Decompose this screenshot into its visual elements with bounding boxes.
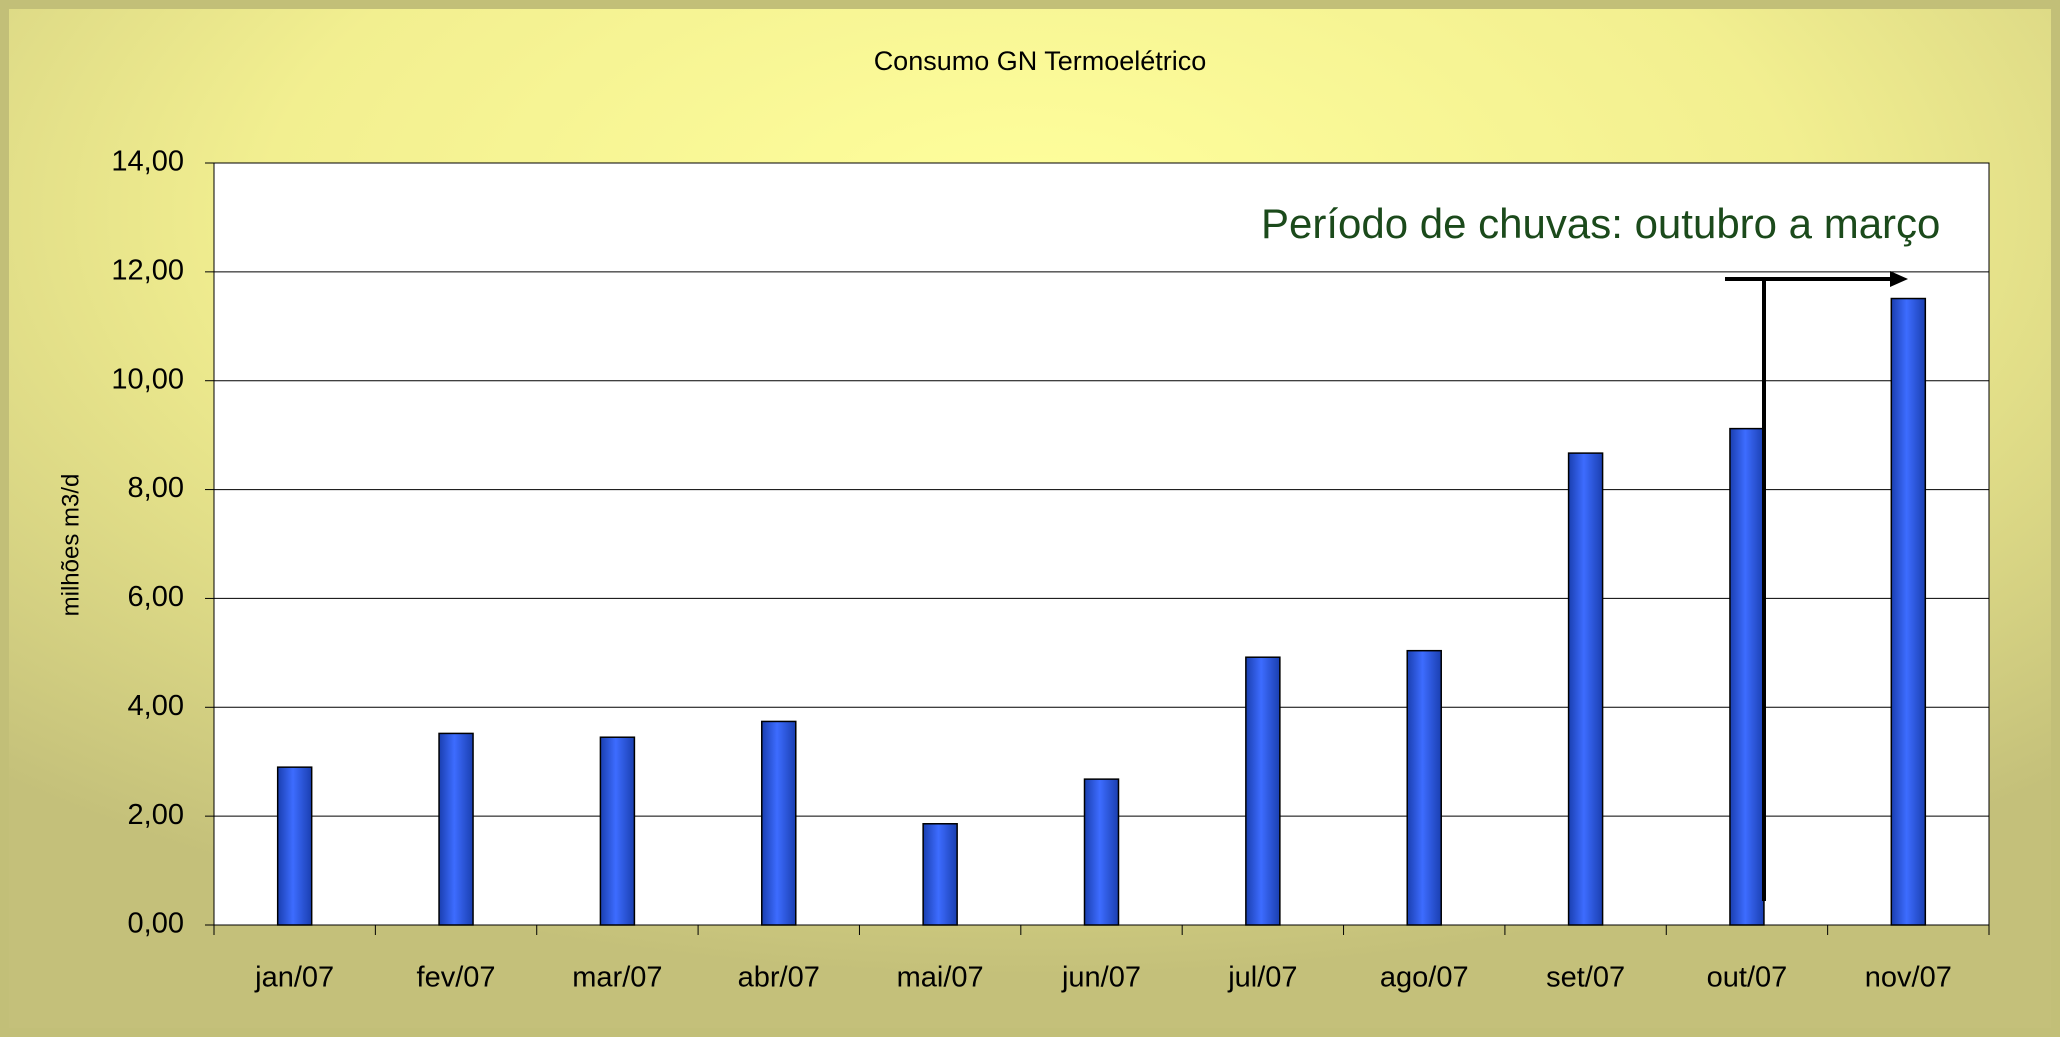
y-tick-label: 6,00 <box>128 581 184 613</box>
y-tick-label: 0,00 <box>128 908 184 940</box>
y-tick-label: 14,00 <box>111 146 184 178</box>
bar <box>1567 452 1604 926</box>
y-tick-label: 12,00 <box>111 255 184 287</box>
bar <box>1245 656 1281 926</box>
bar <box>276 766 313 926</box>
x-tick-label: jun/07 <box>1061 962 1141 994</box>
x-tick-label: out/07 <box>1707 962 1788 994</box>
x-tick-label: mai/07 <box>897 962 984 994</box>
chart-title: Consumo GN Termoelétrico <box>874 46 1207 76</box>
y-axis-label: milhões m3/d <box>57 474 84 617</box>
annotation: Período de chuvas: outubro a março <box>1261 200 1940 247</box>
x-tick-label: ago/07 <box>1380 962 1469 994</box>
x-tick-label: abr/07 <box>738 962 820 994</box>
y-tick-label: 8,00 <box>128 472 184 504</box>
bar <box>1083 778 1120 926</box>
bar <box>922 823 958 926</box>
bar <box>1890 297 1927 926</box>
y-tick-label: 10,00 <box>111 363 184 395</box>
x-tick-label: fev/07 <box>417 962 496 994</box>
x-tick-label: jul/07 <box>1227 962 1297 994</box>
x-tick-label: nov/07 <box>1865 962 1952 994</box>
x-tick-label: set/07 <box>1546 962 1625 994</box>
y-tick-label: 4,00 <box>128 690 184 722</box>
bar <box>438 732 474 926</box>
y-tick-label: 2,00 <box>128 799 184 831</box>
x-tick-label: jan/07 <box>254 962 334 994</box>
x-tick-label: mar/07 <box>572 962 662 994</box>
bar <box>599 736 636 926</box>
bar <box>1406 649 1442 926</box>
annotation-arrow <box>1725 271 1908 901</box>
bar <box>761 720 797 926</box>
bar <box>1729 427 1765 926</box>
